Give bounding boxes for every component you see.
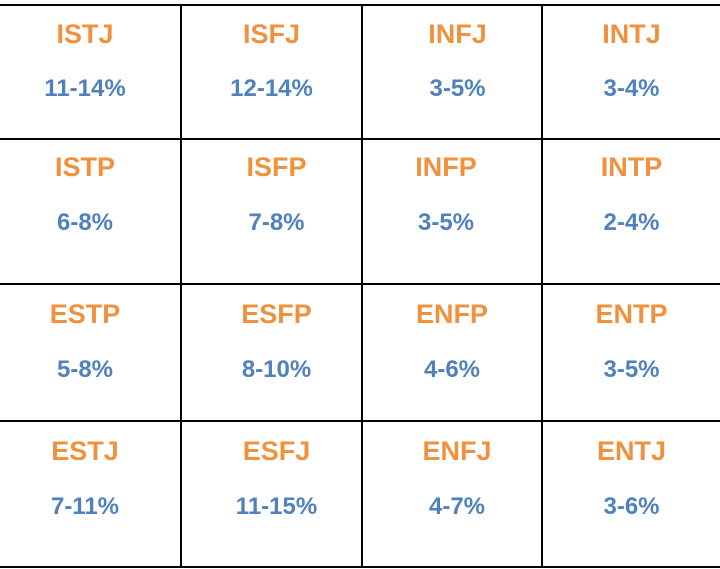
type-percentage: 3-5% <box>429 75 486 102</box>
grid-line-horizontal <box>0 283 720 285</box>
type-percentage: 7-11% <box>50 493 120 520</box>
type-cell: INFJ 3-5% <box>368 4 547 138</box>
type-cell: ENFP 4-6% <box>363 285 541 420</box>
type-cell: ENTP 3-5% <box>543 285 720 420</box>
type-percentage: 3-5% <box>417 209 475 236</box>
type-label: ISFP <box>246 152 307 182</box>
type-label: ISFJ <box>242 19 301 49</box>
type-label: ESTJ <box>51 436 119 466</box>
type-percentage: 11-15% <box>235 493 318 520</box>
type-cell: ESTP 5-8% <box>0 285 170 420</box>
grid-line-horizontal <box>0 566 720 568</box>
type-percentage: 12-14% <box>230 75 313 102</box>
type-label: ENFJ <box>422 436 492 466</box>
type-percentage: 5-8% <box>56 356 114 383</box>
grid-line-vertical <box>180 4 182 568</box>
type-label: ENTP <box>595 299 668 329</box>
type-label: ENFP <box>415 299 488 329</box>
type-percentage: 8-10% <box>241 356 312 383</box>
type-cell: ISFP 7-8% <box>182 140 371 283</box>
type-cell: ESFJ 11-15% <box>182 422 371 566</box>
type-cell: INTP 2-4% <box>543 140 720 283</box>
type-label: ENTJ <box>596 436 667 466</box>
type-percentage: 4-6% <box>423 356 481 383</box>
type-percentage: 3-6% <box>603 493 660 520</box>
type-label: ISTJ <box>56 19 114 49</box>
type-label: INFJ <box>428 19 487 49</box>
type-cell: ENFJ 4-7% <box>363 422 551 566</box>
grid-line-horizontal <box>0 4 720 6</box>
type-label: INFP <box>415 152 477 182</box>
type-label: ISTP <box>54 152 115 182</box>
type-cell: ISTJ 11-14% <box>0 4 170 138</box>
type-label: ESTP <box>49 299 121 329</box>
type-label: INTP <box>600 152 663 182</box>
type-cell: ISTP 6-8% <box>0 140 170 283</box>
type-label: ESFP <box>241 299 312 329</box>
type-percentage: 7-8% <box>248 209 305 236</box>
type-cell: ESFP 8-10% <box>182 285 371 420</box>
type-percentage: 4-7% <box>428 493 486 520</box>
type-percentage: 11-14% <box>44 75 126 102</box>
type-percentage: 6-8% <box>56 209 114 236</box>
type-cell: INTJ 3-4% <box>543 4 720 138</box>
type-cell: ISFJ 12-14% <box>182 4 361 138</box>
type-label: ESFJ <box>242 436 311 466</box>
type-cell: INFP 3-5% <box>363 140 529 283</box>
grid-line-horizontal <box>0 138 720 140</box>
grid-line-vertical <box>541 4 543 568</box>
type-percentage: 3-4% <box>603 75 660 102</box>
type-cell: ESTJ 7-11% <box>0 422 170 566</box>
type-percentage: 2-4% <box>603 209 660 236</box>
type-cell: ENTJ 3-6% <box>543 422 720 566</box>
grid-line-horizontal <box>0 420 720 422</box>
type-label: INTJ <box>602 19 661 49</box>
type-percentage: 3-5% <box>603 356 660 383</box>
grid-line-vertical <box>361 4 363 568</box>
